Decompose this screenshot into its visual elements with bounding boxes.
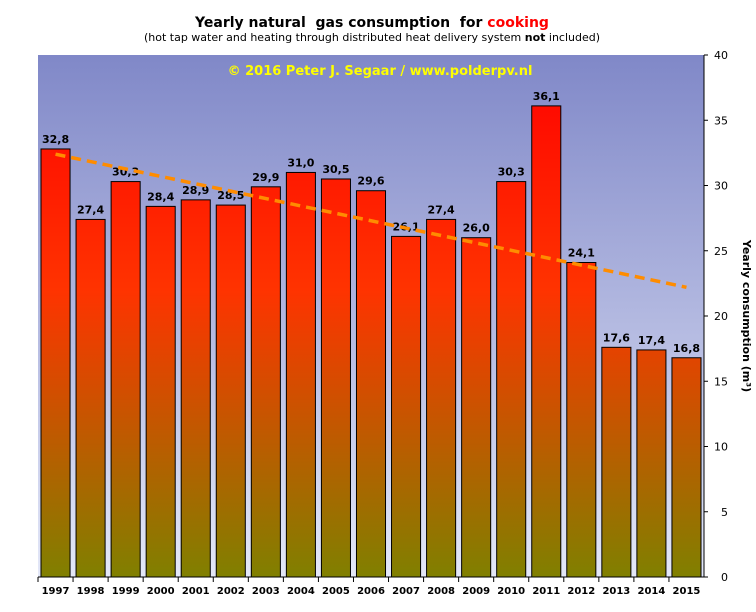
bar-2000	[145, 205, 176, 578]
y-axis-ticks: 0 5 10 15 20 25 30 35 40	[704, 49, 728, 584]
x-tick-label-1997: 1997	[42, 586, 70, 597]
data-label-2001: 28,9	[182, 184, 209, 197]
y-tick-label-0: 0	[721, 571, 728, 584]
data-label-2010: 30,3	[498, 166, 525, 179]
y-tick-label-10: 10	[714, 441, 728, 454]
x-tick-label-2005: 2005	[322, 586, 350, 597]
x-tick-label-2015: 2015	[673, 586, 701, 597]
y-tick-label-40: 40	[714, 49, 728, 62]
data-label-1998: 27,4	[77, 203, 104, 216]
x-tick-label-2007: 2007	[392, 586, 420, 597]
x-tick-label-2011: 2011	[532, 586, 560, 597]
bar-2009	[461, 237, 492, 578]
data-label-2015: 16,8	[673, 342, 700, 355]
x-axis-ticks: 1997 1998 1999 2000 2001 2002 2003 2004 2005 2006…	[37, 577, 701, 597]
y-axis-label: Yearly consumption (m³)	[740, 239, 753, 392]
bar-1997	[40, 148, 71, 578]
y-tick-label-20: 20	[714, 310, 728, 323]
x-tick-label-1998: 1998	[77, 586, 105, 597]
x-tick-label-2004: 2004	[287, 586, 315, 597]
data-label-2008: 27,4	[428, 203, 455, 216]
bar-2012	[566, 262, 597, 578]
bar-2002	[215, 204, 246, 578]
x-tick-label-2010: 2010	[497, 586, 525, 597]
data-label-2011: 36,1	[533, 90, 560, 103]
x-tick-label-2014: 2014	[637, 586, 665, 597]
data-label-2003: 29,9	[252, 171, 279, 184]
bar-2001	[180, 199, 211, 578]
data-label-2014: 17,4	[638, 334, 665, 347]
bar-1999	[110, 181, 141, 578]
bar-2005	[320, 178, 351, 578]
data-label-2005: 30,5	[322, 163, 349, 176]
copyright-notice: © 2016 Peter J. Segaar / www.polderpv.nl	[228, 64, 533, 79]
bar-2004	[285, 171, 316, 578]
data-label-2013: 17,6	[603, 331, 630, 344]
data-label-2009: 26,0	[463, 222, 490, 235]
bar-2006	[355, 190, 387, 578]
bar-2014	[636, 349, 667, 578]
x-tick-label-2009: 2009	[462, 586, 490, 597]
y-tick-label-35: 35	[714, 114, 728, 127]
x-tick-label-2002: 2002	[217, 586, 245, 597]
bar-2015	[671, 357, 702, 578]
trendline-group	[55, 152, 687, 290]
bars	[40, 105, 702, 578]
y-tick-label-25: 25	[714, 245, 728, 258]
data-label-2004: 31,0	[287, 156, 314, 169]
y-tick-label-15: 15	[714, 375, 728, 388]
data-label-2000: 28,4	[147, 190, 174, 203]
bar-2007	[391, 235, 422, 578]
bar-2011	[531, 105, 562, 578]
bar-2013	[601, 346, 632, 578]
bar-1998	[75, 218, 106, 578]
chart-title: Yearly natural gas consumption for cooki…	[194, 15, 549, 31]
x-tick-label-2001: 2001	[182, 586, 210, 597]
x-tick-label-1999: 1999	[112, 586, 140, 597]
x-tick-label-2008: 2008	[427, 586, 455, 597]
bar-2003	[250, 186, 281, 578]
y-tick-label-30: 30	[714, 180, 728, 193]
x-tick-label-2006: 2006	[357, 586, 385, 597]
chart-subtitle: (hot tap water and heating through distr…	[144, 31, 600, 44]
data-label-2006: 29,6	[357, 175, 384, 188]
x-tick-label-2003: 2003	[252, 586, 280, 597]
data-label-1997: 32,8	[42, 133, 69, 146]
bar-2010	[496, 181, 527, 578]
x-tick-label-2012: 2012	[567, 586, 595, 597]
bar-2008	[426, 218, 457, 578]
y-tick-label-5: 5	[721, 506, 728, 519]
data-label-2012: 24,1	[568, 247, 595, 260]
x-tick-label-2013: 2013	[602, 586, 630, 597]
trendline	[55, 152, 687, 290]
chart-title-highlight: cooking	[487, 15, 549, 31]
x-tick-label-2000: 2000	[147, 586, 175, 597]
data-labels: 32,827,430,328,428,9 28,529,931,030,529,6…	[42, 90, 700, 355]
